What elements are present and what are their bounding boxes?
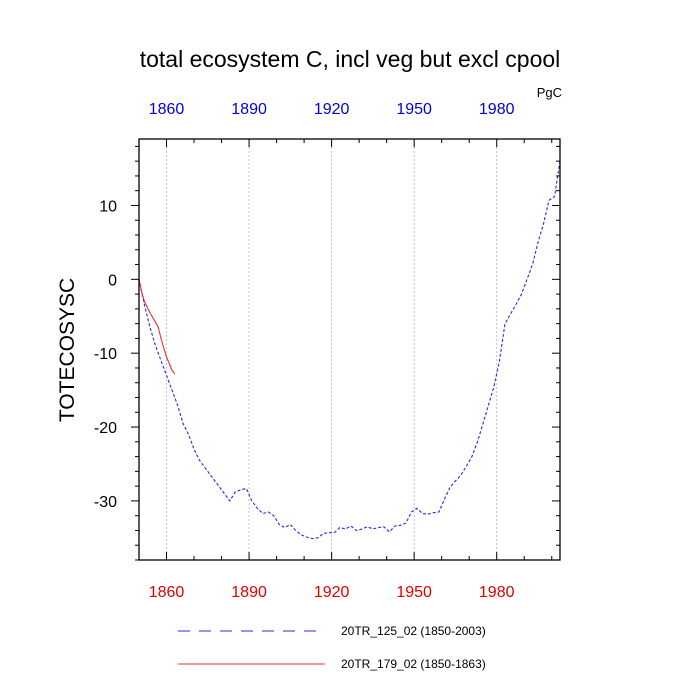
axis-ticks: [131, 139, 560, 561]
x-tick-label-top-1980: 1980: [479, 101, 515, 118]
x-tick-label-top-1860: 1860: [149, 101, 185, 118]
x-tick-label-bottom-1950: 1950: [396, 584, 432, 601]
x-tick-label-bottom-1890: 1890: [231, 584, 267, 601]
x-tick-label-bottom-1980: 1980: [479, 584, 515, 601]
x-tick-labels-top: 1860 1890 1920 1950 1980: [149, 101, 515, 118]
grid-lines: [166, 139, 498, 560]
x-tick-label-top-1890: 1890: [231, 101, 267, 118]
y-tick-label--10: -10: [94, 346, 117, 363]
y-tick-label--20: -20: [94, 420, 117, 437]
units-label: PgC: [537, 85, 562, 100]
y-axis-label: TOTECOSYSC: [56, 278, 79, 422]
legend: 20TR_125_02 (1850-2003) 20TR_179_02 (185…: [178, 624, 486, 671]
x-tick-label-top-1920: 1920: [314, 101, 350, 118]
x-tick-label-top-1950: 1950: [396, 101, 432, 118]
plot-frame: [138, 138, 561, 561]
series-group: [138, 161, 561, 540]
x-tick-label-bottom-1920: 1920: [314, 584, 350, 601]
series-line-2: [138, 279, 176, 375]
y-tick-labels: 10 0 -10 -20 -30: [94, 198, 117, 510]
y-tick-label-10: 10: [99, 198, 117, 215]
series-line-1: [138, 161, 561, 540]
x-tick-label-bottom-1860: 1860: [149, 584, 185, 601]
x-tick-labels-bottom: 1860 1890 1920 1950 1980: [149, 584, 515, 601]
legend-label-series-2: 20TR_179_02 (1850-1863): [341, 657, 486, 671]
chart-title: total ecosystem C, incl veg but excl cpo…: [140, 46, 561, 72]
y-tick-label-0: 0: [108, 272, 117, 289]
legend-label-series-1: 20TR_125_02 (1850-2003): [341, 624, 486, 638]
y-tick-label--30: -30: [94, 494, 117, 511]
